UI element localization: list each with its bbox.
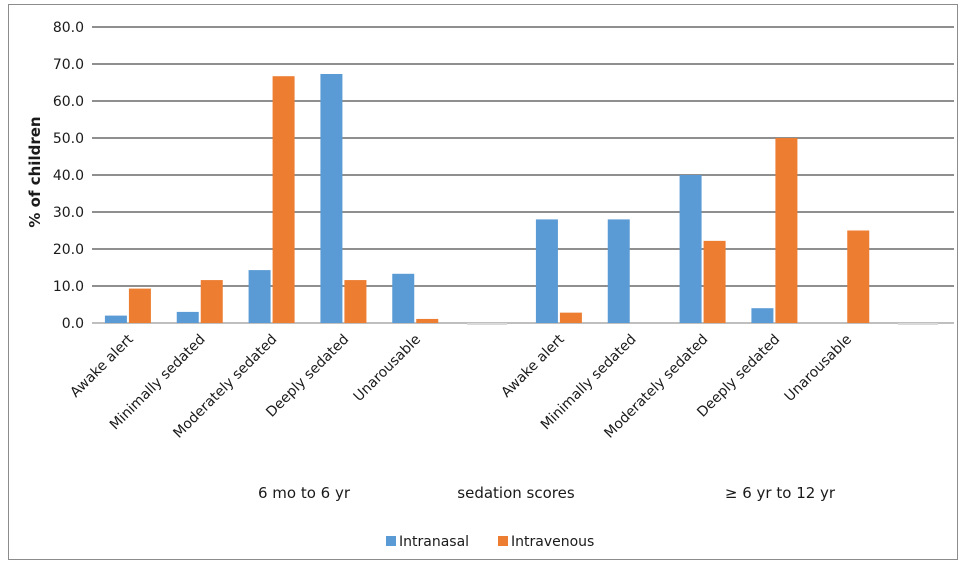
bar-intranasal-1-3 bbox=[751, 308, 774, 323]
group-labels: 6 mo to 6 yr sedation scores ≥ 6 yr to 1… bbox=[258, 484, 836, 502]
y-tick-label: 80.0 bbox=[53, 20, 84, 36]
chart-frame bbox=[8, 4, 958, 560]
bar-intranasal-0-0 bbox=[104, 315, 127, 323]
category-label: Awake alert bbox=[67, 331, 137, 401]
bar-intravenous-1-2 bbox=[703, 240, 726, 323]
category-label: Unarousable bbox=[351, 332, 424, 405]
bar-intravenous-1-0 bbox=[559, 312, 582, 323]
bar-intravenous-0-0 bbox=[128, 288, 151, 323]
y-tick-label: 10.0 bbox=[53, 279, 84, 295]
y-tick-label: 40.0 bbox=[53, 168, 84, 184]
y-tick-label: 20.0 bbox=[53, 242, 84, 258]
category-label: Unarousable bbox=[782, 332, 855, 405]
bar-intranasal-1-2 bbox=[679, 175, 702, 323]
bar-intranasal-1-1 bbox=[607, 219, 630, 323]
bar-intravenous-1-3 bbox=[775, 138, 798, 323]
y-tick-label: 70.0 bbox=[53, 57, 84, 73]
legend-swatch-intranasal bbox=[386, 536, 396, 546]
y-tick-label: 50.0 bbox=[53, 131, 84, 147]
y-tick-label: 30.0 bbox=[53, 205, 84, 221]
legend-swatch-intravenous bbox=[498, 536, 508, 546]
legend-label-intranasal: Intranasal bbox=[399, 534, 469, 550]
group-label-older: ≥ 6 yr to 12 yr bbox=[725, 484, 836, 502]
y-axis-title: % of children bbox=[26, 116, 44, 227]
bar-intranasal-0-3 bbox=[320, 73, 343, 324]
y-tick-label: 0.0 bbox=[62, 316, 84, 332]
bar-intravenous-0-1 bbox=[200, 280, 223, 323]
bar-intravenous-0-3 bbox=[344, 280, 367, 323]
bar-intravenous-0-4 bbox=[416, 318, 439, 323]
y-tick-label: 60.0 bbox=[53, 94, 84, 110]
bar-intranasal-0-1 bbox=[176, 311, 199, 323]
legend-label-intravenous: Intravenous bbox=[511, 534, 594, 550]
bars bbox=[104, 73, 939, 325]
group-label-young: 6 mo to 6 yr bbox=[258, 484, 351, 502]
category-label: Awake alert bbox=[498, 331, 568, 401]
bar-intranasal-1-0 bbox=[535, 219, 558, 323]
gridlines bbox=[92, 26, 954, 324]
bar-intranasal-0-2 bbox=[248, 270, 271, 323]
group-label-center: sedation scores bbox=[457, 484, 575, 502]
legend: Intranasal Intravenous bbox=[386, 534, 594, 550]
bar-intravenous-1-4 bbox=[847, 230, 870, 323]
bar-intranasal-0-4 bbox=[392, 273, 415, 323]
bar-intravenous-0-2 bbox=[272, 76, 295, 324]
y-axis-tick-labels: 0.0 10.0 20.0 30.0 40.0 50.0 60.0 70.0 80.0 bbox=[53, 20, 84, 332]
